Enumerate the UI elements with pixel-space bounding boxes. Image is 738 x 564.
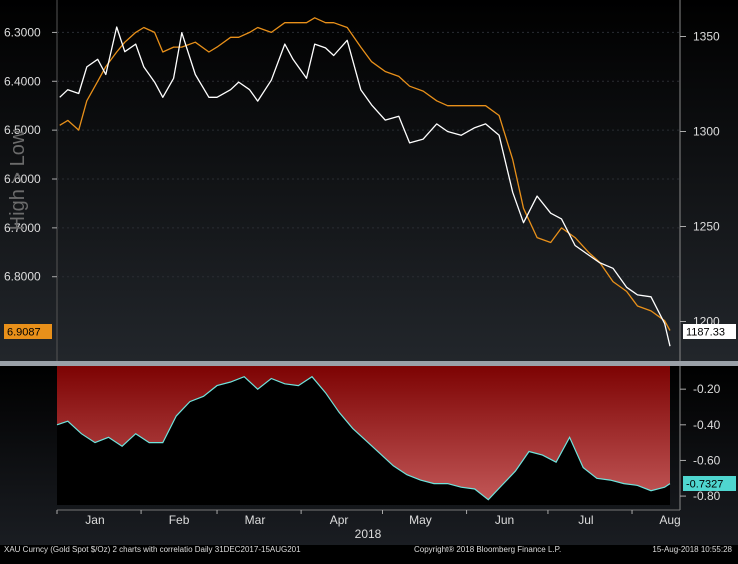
- price-lines-group: [59, 17, 671, 347]
- footer-timestamp: 15-Aug-2018 10:55:28: [652, 545, 732, 554]
- gold-line-series: [59, 26, 671, 347]
- x-tick-label: May: [409, 513, 432, 527]
- upper-gridlines: [57, 31, 680, 278]
- last-value-left-badge: 6.9087: [7, 327, 41, 339]
- y-lower-tick-label: -0.80: [693, 489, 721, 503]
- x-tick-label: Aug: [659, 513, 680, 527]
- x-tick-label: Mar: [245, 513, 266, 527]
- y-right-tick-label: 1250: [693, 220, 720, 234]
- y-left-tick-label: 6.8000: [4, 270, 41, 284]
- correlation-line: [56, 375, 671, 501]
- x-axis-ticks: Jan Feb Mar Apr May Jun Jul Aug: [56, 510, 681, 527]
- footer-description: XAU Curncy (Gold Spot $/Oz) 2 charts wit…: [4, 545, 301, 554]
- x-tick-label: Jul: [578, 513, 593, 527]
- x-tick-label: Jan: [85, 513, 104, 527]
- cny-line-series: [59, 17, 671, 331]
- y-lower-tick-label: -0.40: [693, 418, 721, 432]
- y-left-tick-label: 6.4000: [4, 74, 41, 88]
- y-right-tick-label: 1350: [693, 30, 720, 44]
- y-lower-tick-label: -0.20: [693, 382, 721, 396]
- x-axis-year: 2018: [355, 527, 382, 541]
- last-value-right-badge: 1187.33: [686, 327, 725, 339]
- upper-panel-bg: [0, 0, 738, 361]
- correlation-area-group: [56, 366, 671, 505]
- last-value-right-badge-bg: [683, 324, 736, 339]
- y-left-tick-label: 6.5000: [4, 123, 41, 137]
- last-value-correlation-badge: -0.7327: [686, 479, 723, 491]
- correlation-dark-fill: [57, 376, 670, 505]
- x-tick-label: Feb: [169, 513, 190, 527]
- y-left-tick-label: 6.7000: [4, 221, 41, 235]
- x-tick-label: Apr: [330, 513, 349, 527]
- last-value-left-badge-bg: [4, 324, 52, 339]
- x-tick-label: Jun: [495, 513, 514, 527]
- upper-axis-ticks: 6.3000 6.4000 6.5000 6.6000 6.7000 6.8000 1350…: [4, 25, 720, 328]
- y-right-tick-label: 1300: [693, 125, 720, 139]
- last-value-correlation-badge-bg: [683, 476, 736, 491]
- y-left-tick-label: 6.3000: [4, 25, 41, 39]
- footer-copyright: Copyright® 2018 Bloomberg Finance L.P.: [414, 545, 562, 554]
- y-lower-tick-label: -0.60: [693, 453, 721, 467]
- y-left-tick-label: 6.6000: [4, 172, 41, 186]
- lower-axis-ticks: -0.20 -0.40 -0.60 -0.80: [680, 382, 721, 503]
- y-axis-title: High > Low: [7, 129, 29, 230]
- panel-separator: [0, 361, 738, 366]
